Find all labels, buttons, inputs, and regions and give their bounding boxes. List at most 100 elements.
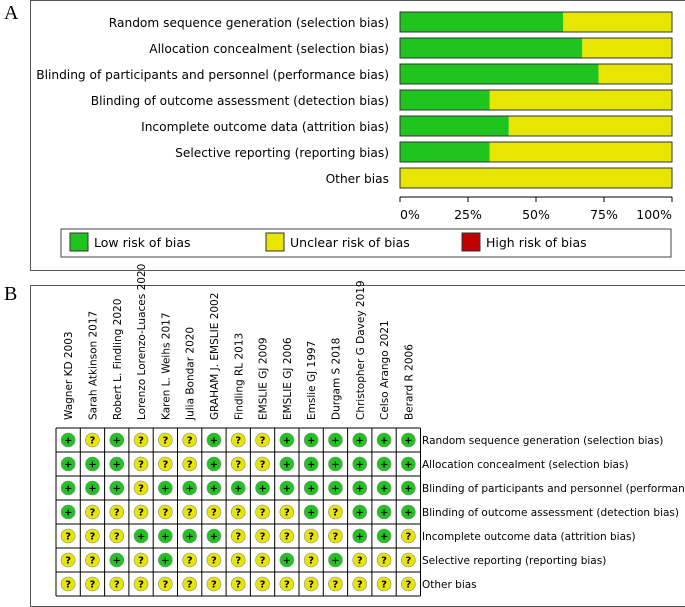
rating-symbol-low: + [258,484,266,495]
study-label: Durgam S 2018 [330,338,342,420]
rating-dot-low [328,480,343,496]
rating-dot-low [85,456,100,472]
rating-dot-low [133,528,149,544]
rating-symbol-unclear: ? [235,532,241,543]
study-label: Wagner KD 2003 [63,331,75,420]
legend-label-unclear: Unclear risk of bias [290,235,410,250]
rating-dot-low [376,432,392,448]
rating-dot-low [109,432,125,448]
rating-symbol-unclear: ? [138,556,144,567]
rating-dot-unclear [230,456,246,472]
rating-symbol-unclear: ? [284,508,290,519]
rating-symbol-unclear: ? [357,580,363,591]
rating-symbol-unclear: ? [284,532,290,543]
rating-dot-unclear [133,504,149,520]
rating-symbol-low: + [307,484,315,495]
rating-dot-low [109,552,125,568]
domain-label: Blinding of participants and personnel (… [422,483,685,495]
rating-symbol-unclear: ? [308,532,314,543]
rating-symbol-low: + [283,556,291,567]
rating-dot-low [206,456,222,472]
bar-category-label: Incomplete outcome data (attrition bias) [141,120,389,134]
rating-dot-unclear [279,528,295,544]
rating-dot-unclear [279,504,295,520]
rating-symbol-low: + [210,460,218,471]
rating-dot-unclear [109,504,125,520]
rating-symbol-low: + [88,484,96,495]
study-label: Robert L. Findling 2020 [112,299,124,420]
rating-symbol-unclear: ? [114,580,120,591]
bar-category-label: Other bias [326,172,389,186]
rating-symbol-low: + [64,436,72,447]
rating-dot-unclear [401,528,416,544]
rating-dot-unclear [85,504,100,520]
rating-dot-unclear [182,504,197,520]
rating-symbol-unclear: ? [187,580,193,591]
rating-dot-unclear [255,552,270,568]
rating-symbol-unclear: ? [381,580,387,591]
rating-symbol-unclear: ? [138,484,144,495]
rating-dot-unclear [376,576,392,592]
rating-dot-low [158,480,173,496]
rating-symbol-low: + [404,508,412,519]
rating-symbol-unclear: ? [90,532,96,543]
rating-dot-unclear [158,456,173,472]
rating-dot-low [328,552,343,568]
bar-category-label: Allocation concealment (selection bias) [149,42,389,56]
rating-dot-low [279,480,295,496]
rating-symbol-low: + [88,460,96,471]
rating-dot-low [60,432,76,448]
rating-symbol-unclear: ? [187,508,193,519]
rating-symbol-low: + [331,460,339,471]
rating-symbol-low: + [404,460,412,471]
rating-symbol-unclear: ? [405,556,411,567]
rating-symbol-unclear: ? [138,436,144,447]
rating-dot-low [85,480,100,496]
rating-symbol-unclear: ? [284,580,290,591]
rating-symbol-unclear: ? [235,580,241,591]
rating-symbol-low: + [404,436,412,447]
rating-symbol-unclear: ? [260,436,266,447]
rating-dot-low [352,528,368,544]
study-label: Emslie GJ 1997 [306,341,318,420]
rating-dot-low [206,528,222,544]
rating-dot-unclear [182,432,197,448]
rating-dot-unclear [133,480,149,496]
legend-label-high: High risk of bias [486,235,587,250]
rating-dot-low [279,552,295,568]
rating-symbol-low: + [161,556,169,567]
rating-dot-unclear [206,576,222,592]
x-tick-label: 0% [400,207,420,222]
rating-dot-unclear [85,576,100,592]
bar-category-label: Blinding of outcome assessment (detectio… [91,94,389,108]
rating-symbol-low: + [356,460,364,471]
study-label: Findling RL 2013 [233,333,245,420]
rating-dot-unclear [328,576,343,592]
bar-segment-low [400,64,599,84]
rating-symbol-unclear: ? [333,580,339,591]
rating-dot-unclear [352,576,368,592]
study-label: EMSLIE GJ 2006 [282,337,294,420]
study-label: Karen L. Weihs 2017 [160,312,172,420]
rating-dot-low [303,456,319,472]
bar-outline [399,115,673,137]
rating-dot-low [328,456,343,472]
study-label: Christopher G Davey 2019 [355,280,367,420]
rating-dot-unclear [133,576,149,592]
bar-category-label: Blinding of participants and personnel (… [36,68,389,82]
rating-symbol-low: + [404,484,412,495]
rating-symbol-low: + [161,532,169,543]
rating-symbol-low: + [210,436,218,447]
rating-dot-low [182,528,197,544]
rating-dot-low [376,504,392,520]
rating-symbol-low: + [113,484,121,495]
bar-outline [399,89,673,111]
rating-symbol-low: + [307,460,315,471]
rating-symbol-low: + [210,532,218,543]
rating-symbol-unclear: ? [260,460,266,471]
rating-symbol-unclear: ? [405,580,411,591]
rating-symbol-unclear: ? [162,508,168,519]
rating-dot-unclear [328,528,343,544]
rating-symbol-unclear: ? [138,460,144,471]
rating-dot-low [279,456,295,472]
